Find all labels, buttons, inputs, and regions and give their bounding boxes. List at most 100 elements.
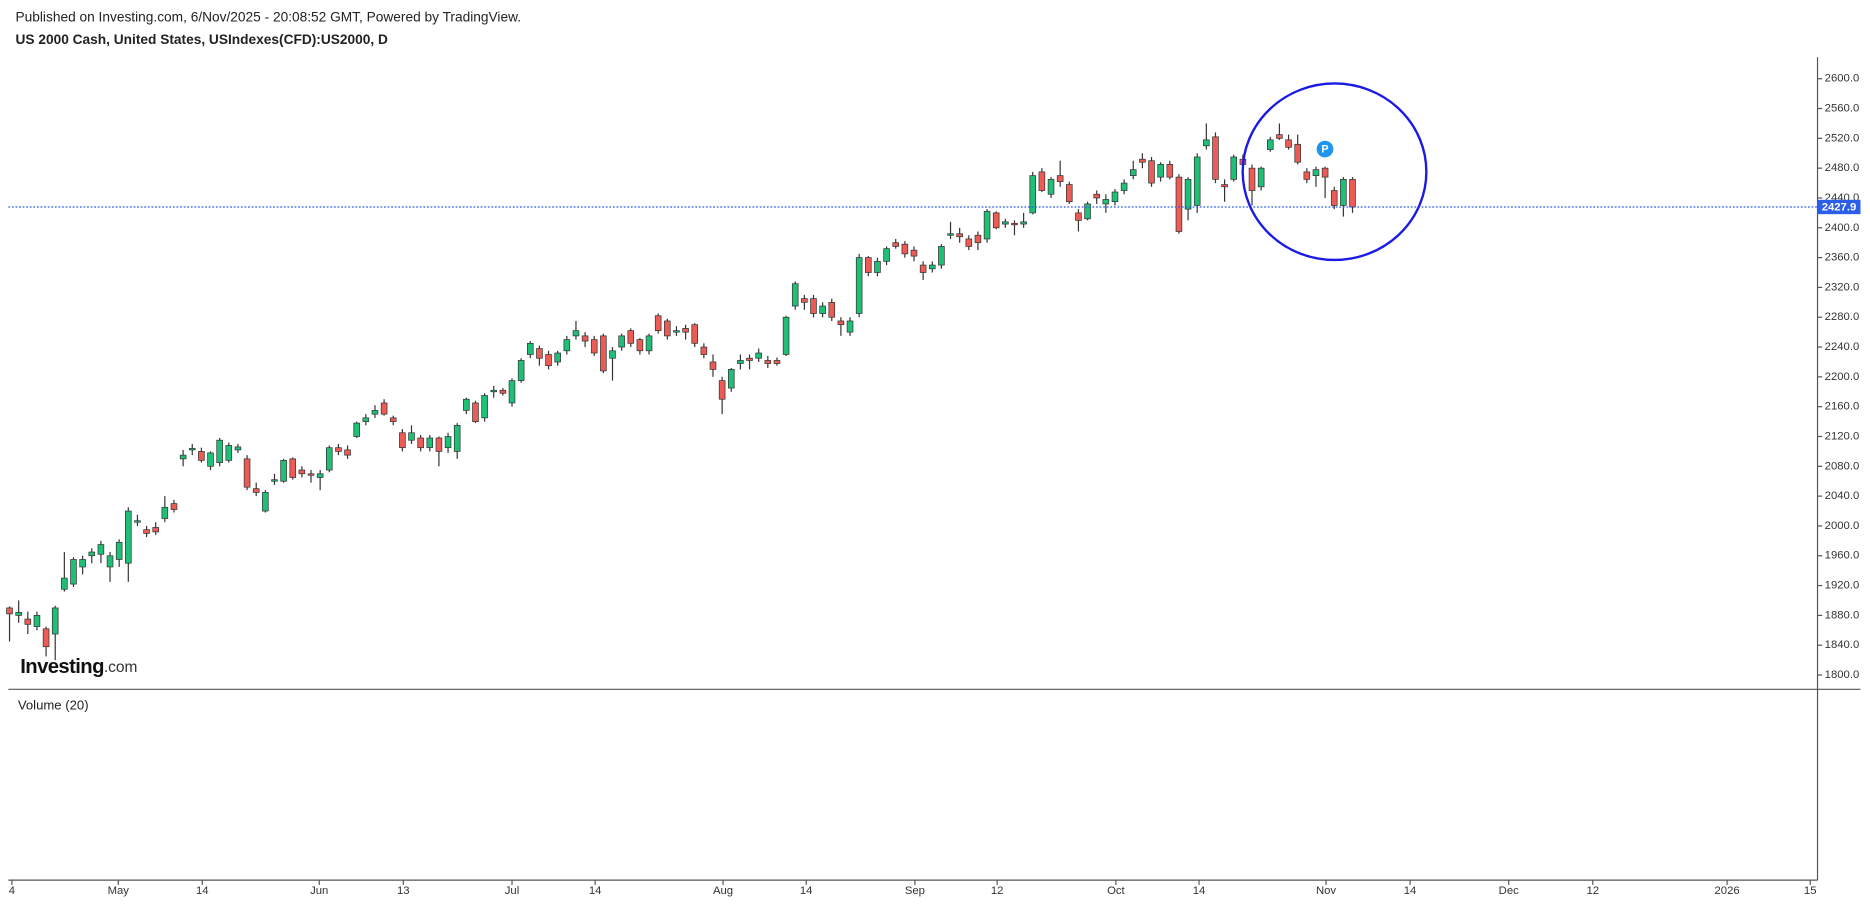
candle-body (810, 298, 817, 314)
candle-body (737, 360, 744, 364)
candle-body (115, 541, 123, 560)
candle-body (919, 264, 927, 273)
candle-body (289, 458, 297, 478)
candle-body (947, 233, 954, 236)
candle-body (335, 447, 342, 452)
candle-body (1340, 178, 1347, 206)
marker-badge[interactable] (1316, 140, 1334, 158)
candle-body (618, 335, 625, 348)
candle-body (664, 320, 671, 337)
candle-body (1285, 139, 1292, 148)
candle-body (307, 473, 315, 476)
candle-body (15, 612, 22, 616)
candle-body (1066, 184, 1073, 203)
candle-body (590, 339, 598, 354)
candle-body (1303, 171, 1311, 180)
candle-body (1056, 175, 1064, 182)
candle-body (883, 248, 890, 262)
candle-body (1184, 178, 1192, 210)
candle-body (700, 346, 708, 355)
candle-body (709, 361, 717, 370)
candle-body (1267, 139, 1274, 150)
y-tick-label: 2080.0 (1825, 460, 1860, 472)
candle-body (609, 350, 616, 359)
y-tick-label: 2240.0 (1825, 341, 1860, 353)
candle-body (179, 454, 187, 460)
candle-body (280, 459, 287, 482)
candle-body (298, 469, 306, 475)
candle-body (326, 447, 333, 471)
candle-body (417, 437, 424, 449)
y-tick-label: 1920.0 (1825, 580, 1860, 592)
y-tick-label: 2320.0 (1825, 281, 1860, 293)
candle-body (79, 559, 86, 568)
candle-body (1111, 191, 1119, 203)
candle-body (517, 360, 525, 381)
candle-body (207, 452, 214, 467)
candle-body (70, 559, 77, 585)
candle-body (992, 212, 1000, 229)
candle-body (956, 233, 963, 238)
candle-body (1011, 222, 1018, 226)
candle-body (682, 328, 689, 333)
candle-body (828, 301, 836, 318)
candle-body (88, 551, 96, 557)
candle-body (481, 395, 488, 419)
candle-body (362, 417, 370, 422)
candle-body (645, 335, 653, 352)
candles: 2427.9 (6, 123, 1861, 661)
candle-body (380, 402, 388, 415)
candle-body (1330, 190, 1338, 206)
candle-body (1166, 164, 1174, 178)
candle-body (225, 445, 233, 461)
candle-body (1038, 171, 1046, 191)
candle-body (389, 417, 397, 422)
y-tick-label: 1880.0 (1825, 609, 1860, 621)
candle-body (727, 369, 735, 389)
x-tick-label: 12 (1586, 885, 1599, 897)
candle-body (463, 398, 470, 411)
candle-body (188, 448, 196, 451)
x-tick-label: 2026 (1714, 885, 1739, 897)
candle-body (371, 410, 379, 415)
x-tick-label: Sep (905, 885, 925, 897)
candle-body (636, 339, 644, 352)
x-tick-label: 13 (397, 885, 410, 897)
candle-body (435, 437, 443, 452)
candle-body (773, 360, 781, 364)
x-tick-label: Dec (1499, 885, 1519, 897)
candle-body (61, 577, 68, 590)
candle-body (1321, 167, 1329, 178)
y-tick-label: 2280.0 (1825, 311, 1860, 323)
candle-body (928, 264, 936, 270)
candle-body (161, 506, 169, 519)
candle-body (974, 234, 982, 244)
candle-body (892, 242, 899, 247)
candle-body (234, 446, 242, 451)
candle-body (1102, 199, 1110, 205)
candle-body (846, 320, 854, 333)
candle-body (536, 348, 543, 359)
symbol-title: US 2000 Cash, United States, USIndexes(C… (16, 32, 388, 47)
candle-body (399, 432, 406, 449)
x-tick-label: Oct (1107, 885, 1125, 897)
candle-body (554, 352, 561, 363)
candle-body (791, 283, 799, 307)
candle-body (1294, 143, 1301, 163)
candle-body (1047, 178, 1055, 195)
y-tick-label: 2400.0 (1825, 222, 1860, 234)
candle-body (627, 330, 635, 344)
x-tick-label: Nov (1316, 885, 1336, 897)
x-tick-label: 15 (1804, 885, 1817, 897)
gridlayer: 1800.0 1840.0 1880.0 1920.0 1960.0 2000.0 2040… (9, 73, 1860, 897)
marker-label[interactable]: P (1321, 144, 1328, 156)
y-tick-label: 2000.0 (1825, 520, 1860, 532)
candle-body (901, 243, 909, 255)
candle-body (746, 357, 753, 361)
candle-body (6, 607, 13, 615)
candle-body (426, 437, 434, 449)
candle-body (1257, 167, 1265, 188)
volume-label: Volume (20) (18, 697, 89, 712)
